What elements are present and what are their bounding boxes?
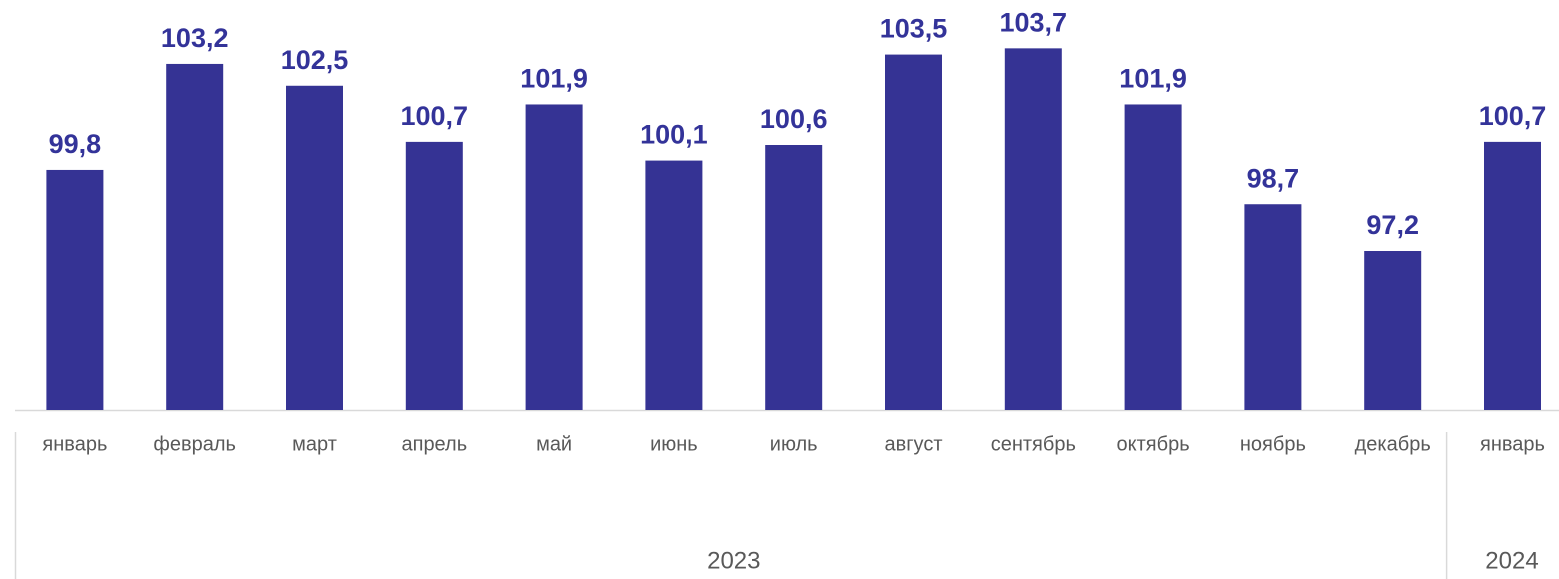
x-tick-label: май <box>536 433 572 455</box>
x-tick-label: апрель <box>401 433 467 455</box>
data-label: 103,7 <box>1000 7 1068 37</box>
group-label: 2024 <box>1485 547 1538 574</box>
bar <box>1364 251 1422 410</box>
data-label: 103,5 <box>880 14 948 44</box>
x-tick-label: март <box>292 433 337 455</box>
group-label: 2023 <box>707 547 760 574</box>
data-label: 103,2 <box>161 23 229 53</box>
x-tick-label: сентябрь <box>991 433 1076 455</box>
data-label: 100,7 <box>401 101 469 131</box>
data-label: 100,7 <box>1479 101 1547 131</box>
bar <box>1484 141 1541 410</box>
bar <box>46 169 104 410</box>
bar <box>645 160 703 410</box>
bar <box>525 104 583 411</box>
x-tick-label: октябрь <box>1117 433 1190 455</box>
bar <box>1004 48 1062 411</box>
data-label: 101,9 <box>1119 64 1187 94</box>
bar <box>166 63 224 411</box>
bar <box>405 141 463 410</box>
bar <box>1244 204 1302 410</box>
x-tick-label: январь <box>42 433 107 455</box>
data-label: 100,6 <box>760 104 828 134</box>
data-label: 98,7 <box>1247 163 1300 193</box>
data-label: 101,9 <box>520 64 588 94</box>
bar <box>885 54 942 411</box>
bar <box>1124 104 1182 411</box>
x-tick-label: январь <box>1480 433 1545 455</box>
x-tick-label: ноябрь <box>1240 433 1306 455</box>
bar <box>765 145 823 410</box>
data-label: 97,2 <box>1366 210 1419 240</box>
data-label: 100,1 <box>640 120 708 150</box>
data-label: 99,8 <box>49 129 102 159</box>
bar <box>286 85 343 410</box>
x-tick-label: июль <box>770 433 818 455</box>
x-tick-label: август <box>885 433 943 455</box>
x-tick-label: июнь <box>650 433 698 455</box>
x-tick-label: февраль <box>153 433 236 455</box>
x-tick-label: декабрь <box>1355 433 1431 455</box>
data-label: 102,5 <box>281 45 349 75</box>
